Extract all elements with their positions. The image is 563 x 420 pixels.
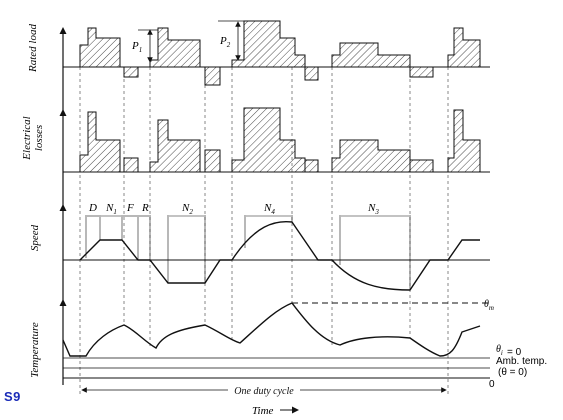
speed-label: Speed [29, 224, 41, 251]
ambient-temp-label: Amb. temp. [496, 356, 547, 367]
losses-block [409, 159, 434, 173]
load-block [123, 66, 139, 78]
interval-n4-label: N4 [263, 202, 275, 216]
speed-curve [79, 220, 480, 291]
duty-cycle-label-text: One duty cycle [234, 386, 294, 397]
ambient-temp-value: (θ = 0) [498, 367, 527, 378]
interval-n3-label: N3 [367, 202, 379, 216]
interval-n1-label: N1 [105, 202, 117, 216]
theta-max-label: θm [484, 299, 494, 312]
load-block [231, 20, 306, 68]
rated-load-label: Rated load [27, 24, 39, 73]
load-block [331, 42, 411, 68]
losses-block [149, 119, 201, 173]
losses-block [204, 149, 221, 173]
event-guides [79, 67, 449, 395]
duty-cycle-label-bg [228, 384, 300, 396]
temperature-curve [62, 302, 481, 357]
time-axis-label: Time [252, 405, 274, 417]
losses-block [447, 109, 481, 173]
losses-label: losses [33, 125, 45, 151]
temperature-label: Temperature [29, 322, 41, 378]
p2-label: P2 [219, 35, 231, 49]
load-block [149, 27, 201, 68]
electrical-label: Electrical [21, 116, 33, 160]
load-block [204, 66, 221, 86]
losses-block [79, 111, 121, 173]
interval-d-label: D [88, 202, 97, 214]
losses-block [331, 139, 411, 173]
zero-label: 0 [489, 379, 495, 390]
losses-block [304, 159, 319, 173]
theta-initial-value: = 0 [507, 347, 522, 358]
interval-n2-label: N2 [181, 202, 193, 216]
theta-initial-label: θi [496, 344, 503, 357]
rated-load-panel: P1 P2 [59, 20, 490, 86]
temperature-panel: θm θi = 0 Amb. temp. (θ = 0) 0 [59, 299, 547, 390]
losses-block [123, 157, 139, 173]
speed-panel: D N1 F R N2 N4 N3 [59, 202, 490, 291]
p1-label: P1 [131, 40, 142, 54]
load-block [447, 27, 481, 68]
load-block [79, 27, 121, 68]
figure-tag: S9 [4, 389, 21, 404]
load-block [409, 66, 434, 78]
interval-f-label: F [126, 202, 134, 214]
load-block [304, 66, 319, 81]
losses-block [231, 107, 306, 173]
interval-r-label: R [141, 202, 149, 214]
electrical-losses-panel [59, 107, 490, 173]
